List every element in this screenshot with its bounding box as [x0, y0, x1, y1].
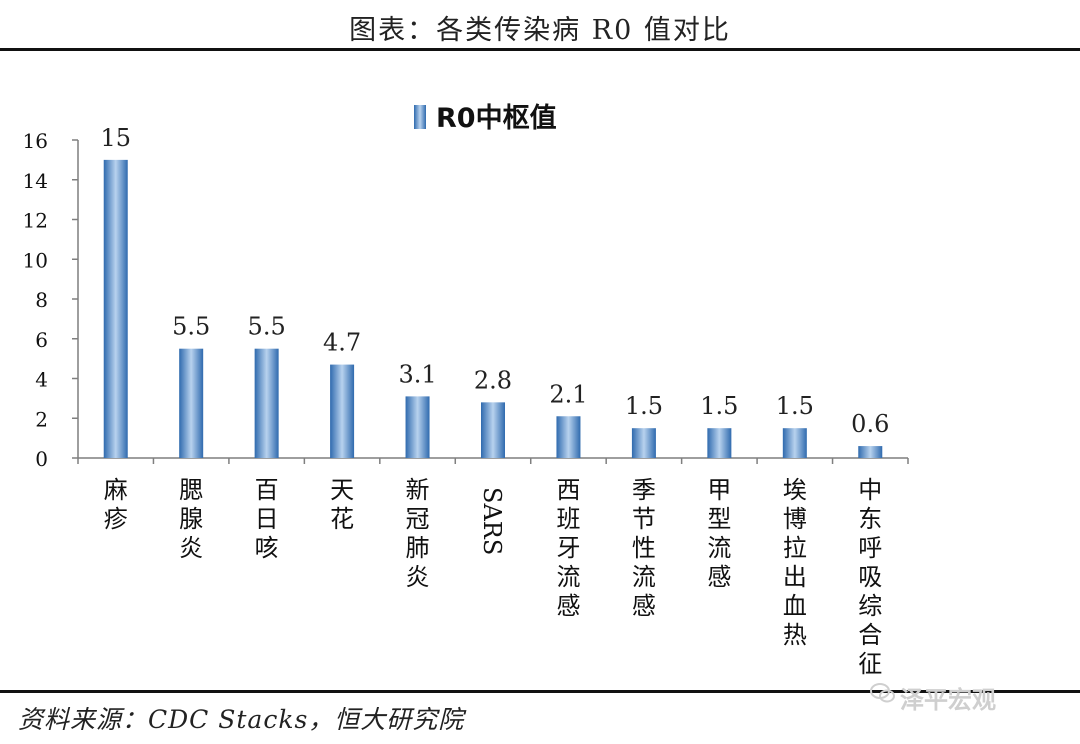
x-tick-label: 腮腺炎 — [179, 476, 203, 562]
data-label: 5.5 — [172, 313, 210, 341]
x-tick-label: 新冠肺炎 — [406, 476, 430, 591]
x-tick-label: 天花 — [330, 476, 354, 533]
legend-label: R0中枢值 — [436, 103, 557, 134]
bar — [631, 428, 656, 458]
data-label: 15 — [100, 124, 131, 152]
wechat-icon — [870, 683, 895, 703]
x-tick-label: 麻疹 — [104, 476, 128, 533]
chart-title: 图表：各类传染病 R0 值对比 — [349, 15, 731, 46]
data-label: 5.5 — [248, 313, 286, 341]
axes: 0 2 4 6 8 10 12 14 16 — [23, 129, 909, 471]
bar — [179, 348, 204, 458]
x-tick-label: 西班牙流感 — [556, 476, 580, 620]
y-tick-label: 10 — [23, 248, 48, 272]
x-tick-label: 中东呼吸综合征 — [858, 476, 882, 678]
y-tick-label: 8 — [35, 288, 48, 312]
x-tick-label: 百日咳 — [255, 476, 279, 562]
bar-chart: 0 2 4 6 8 10 12 14 16 15 麻疹 5.5 腮腺炎 5.5 百日咳 4.7 天花 3.1 新冠… — [23, 103, 909, 678]
watermark: 泽平宏观 — [900, 686, 996, 714]
bar — [405, 396, 430, 458]
legend-swatch — [414, 105, 426, 129]
y-tick-label: 6 — [35, 328, 48, 352]
y-tick-label: 14 — [23, 169, 48, 193]
data-label: 4.7 — [323, 329, 361, 357]
y-tick-label: 2 — [35, 407, 48, 431]
y-tick-label: 12 — [23, 209, 48, 233]
legend: R0中枢值 — [414, 103, 557, 134]
y-tick-label: 16 — [23, 129, 48, 153]
x-tick-label: SARS — [478, 487, 506, 555]
bar — [782, 428, 807, 458]
bar — [707, 428, 732, 458]
source-note: 资料来源：CDC Stacks，恒大研究院 — [18, 705, 465, 734]
bar — [103, 159, 128, 458]
x-tick-label: 甲型流感 — [707, 476, 731, 591]
x-tick-label: 埃博拉出血热 — [783, 476, 807, 649]
data-label: 1.5 — [776, 392, 814, 420]
data-label: 0.6 — [851, 410, 889, 438]
data-label: 2.8 — [474, 366, 512, 394]
top-rule — [0, 48, 1080, 51]
bar — [858, 446, 883, 458]
data-label: 3.1 — [398, 360, 436, 388]
y-tick-label: 0 — [35, 447, 48, 471]
x-tick-label: 季节性流感 — [632, 476, 656, 620]
bar — [556, 416, 581, 458]
data-label: 1.5 — [625, 392, 663, 420]
bars: 15 麻疹 5.5 腮腺炎 5.5 百日咳 4.7 天花 3.1 新冠肺炎 2.8 SARS 2.1 西班… — [100, 124, 889, 678]
bar — [254, 348, 279, 458]
bar — [481, 402, 505, 458]
data-label: 1.5 — [700, 392, 738, 420]
y-tick-label: 4 — [35, 368, 48, 392]
bottom-rule — [0, 690, 1080, 693]
bar — [330, 364, 355, 458]
data-label: 2.1 — [549, 380, 587, 408]
